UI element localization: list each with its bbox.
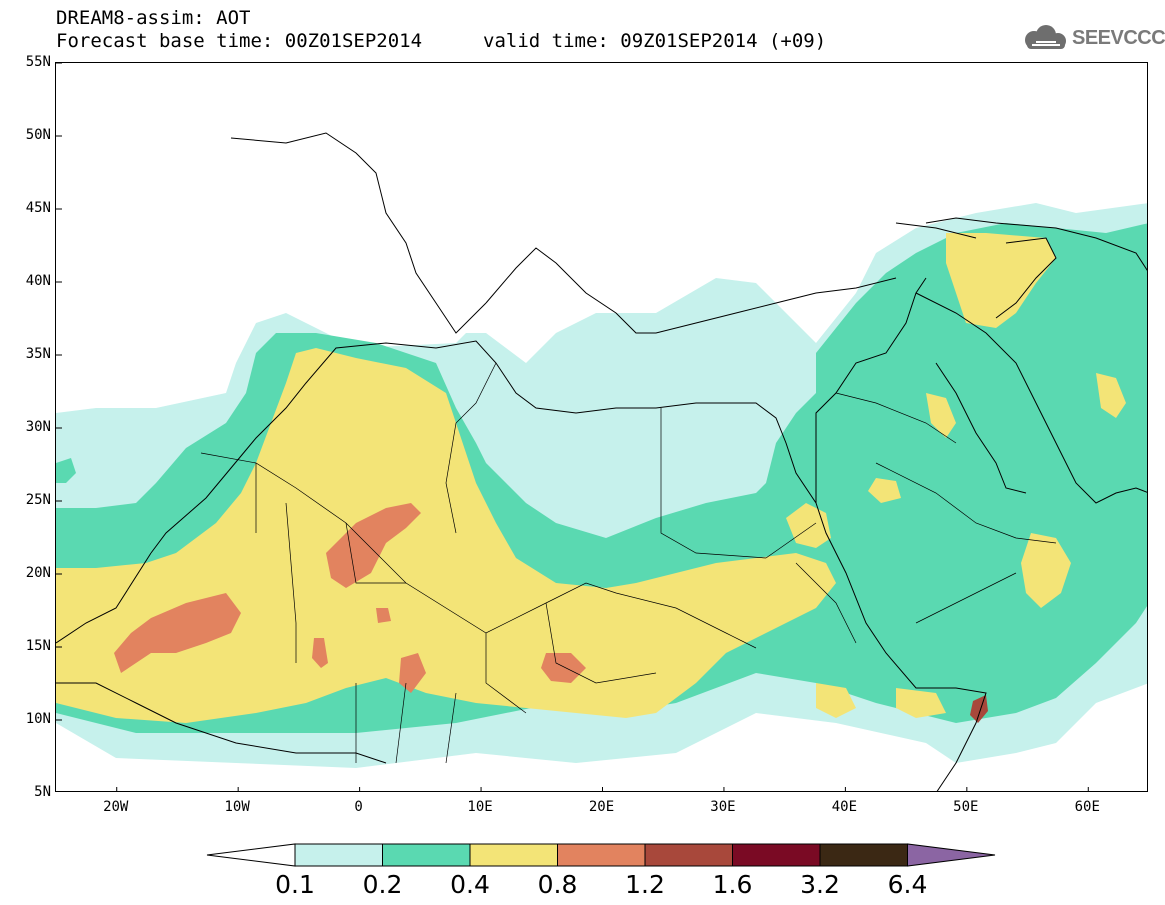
- forecast-base-time: Forecast base time: 00Z01SEP2014: [56, 30, 423, 52]
- lat-label-25N: 25N: [25, 492, 51, 508]
- lon-label-20E: 20E: [588, 799, 615, 815]
- lon-label-10E: 10E: [467, 799, 493, 815]
- lon-label-40E: 40E: [831, 799, 858, 815]
- colorbar-low-extend: [206, 843, 296, 867]
- longitude-ticks: [116, 787, 1089, 791]
- cloud-logo-icon: [1025, 25, 1066, 49]
- aot-field: [56, 63, 1147, 791]
- colorbar-high-extend: [907, 843, 996, 867]
- colorbar-label: 6.4: [887, 870, 928, 899]
- lat-label-5N: 5N: [34, 784, 51, 800]
- lat-label-50N: 50N: [25, 127, 51, 143]
- lat-label-10N: 10N: [25, 711, 51, 727]
- latitude-ticks: [56, 63, 62, 721]
- lat-label-15N: 15N: [25, 638, 51, 654]
- aot-map: [55, 62, 1148, 792]
- colorbar-label: 0.2: [362, 870, 403, 899]
- colorbar-swatch-3: [557, 843, 646, 867]
- colorbar-label: 1.6: [712, 870, 753, 899]
- logo-text: SEEVCCC: [1072, 27, 1165, 49]
- lat-label-30N: 30N: [25, 419, 51, 435]
- lat-label-45N: 45N: [25, 200, 51, 216]
- colorbar-swatch-2: [469, 843, 558, 867]
- lon-label-60E: 60E: [1074, 799, 1100, 815]
- country-borders: [200, 362, 1057, 764]
- lon-label-30E: 30E: [710, 799, 736, 815]
- lat-label-35N: 35N: [25, 346, 51, 362]
- lon-label-20W: 20W: [103, 799, 129, 815]
- colorbar-label: 1.2: [625, 870, 665, 899]
- colorbar-label: 0.4: [450, 870, 490, 899]
- coastlines: [56, 132, 1147, 791]
- lon-label-0: 0: [354, 799, 363, 815]
- colorbar-label: 3.2: [800, 870, 840, 899]
- colorbar-label: 0.1: [275, 870, 315, 899]
- lon-label-50E: 50E: [953, 799, 979, 815]
- lat-label-20N: 20N: [25, 565, 51, 581]
- colorbar-swatch-5: [732, 843, 821, 867]
- lat-label-40N: 40N: [25, 273, 51, 289]
- colorbar-swatch-4: [644, 843, 733, 867]
- aot-band-0.4: [56, 233, 1126, 723]
- colorbar-swatch-0: [294, 843, 383, 867]
- map-title: DREAM8-assim: AOT: [56, 7, 251, 29]
- lat-label-55N: 55N: [25, 54, 51, 70]
- colorbar-swatch-1: [382, 843, 471, 867]
- colorbar-label: 0.8: [537, 870, 578, 899]
- colorbar-swatch-6: [819, 843, 908, 867]
- lon-label-10W: 10W: [224, 799, 250, 815]
- valid-time: valid time: 09Z01SEP2014 (+09): [483, 30, 827, 52]
